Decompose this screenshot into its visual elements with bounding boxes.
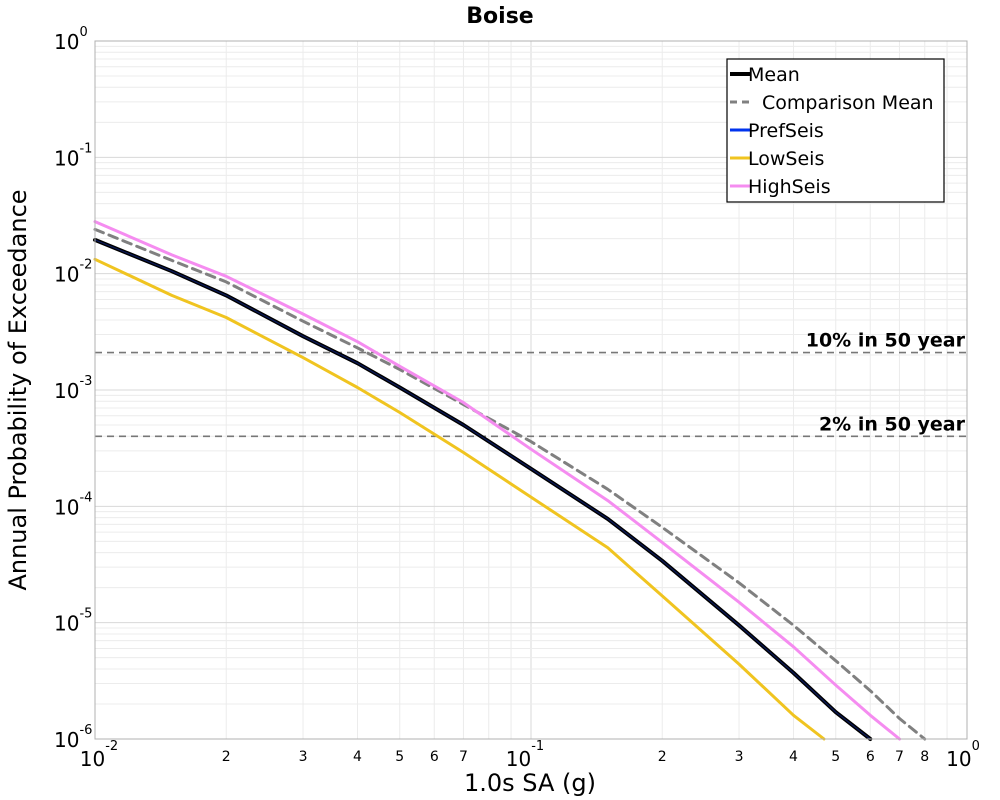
x-minor-tick-label: 2 [222, 749, 231, 765]
legend-box [726, 58, 945, 203]
series-line-comparison-mean [93, 227, 927, 741]
x-minor-tick-label: 7 [459, 749, 468, 765]
x-minor-tick-label: 5 [395, 749, 404, 765]
x-minor-tick-label: 4 [789, 749, 798, 765]
legend-label: LowSeis [748, 148, 824, 170]
legend-label: Mean [748, 64, 800, 86]
series-line-mean [93, 237, 873, 741]
y-tick-label: 10-6 [54, 723, 92, 752]
x-minor-tick-label: 2 [658, 749, 667, 765]
reference-line-label: 2% in 50 year [819, 413, 966, 435]
y-tick-label: 10-5 [54, 607, 92, 636]
x-tick-label: 10-1 [506, 739, 544, 771]
y-axis-ticks: 100 10-1 10-2 10-3 10-4 10-5 10-6 [54, 25, 92, 752]
x-minor-tick-label: 6 [866, 749, 875, 765]
chart-title: Boise [466, 4, 533, 29]
y-tick-label: 10-4 [54, 490, 92, 519]
x-tick-label: 10-2 [80, 739, 118, 771]
x-minor-tick-label: 3 [299, 749, 308, 765]
series-line-mean-core [94, 239, 871, 740]
legend: Mean Comparison Mean PrefSeis LowSeis HighSe… [726, 58, 945, 203]
y-axis-label: Annual Probability of Exceedance [4, 189, 32, 590]
x-minor-tick-label: 7 [895, 749, 904, 765]
x-minor-tick-label: 5 [831, 749, 840, 765]
series-line-prefseis [93, 238, 872, 741]
x-minor-tick-label: 8 [920, 749, 929, 765]
x-axis-label: 1.0s SA (g) [464, 769, 596, 797]
x-tick-label: 100 [946, 739, 980, 771]
y-tick-label: 10-2 [54, 258, 92, 287]
series-line-highseis [93, 220, 901, 741]
y-tick-label: 10-1 [54, 141, 92, 170]
series-lines [93, 220, 927, 741]
plot-frame [94, 40, 968, 740]
x-minor-tick-label: 4 [353, 749, 362, 765]
legend-label: HighSeis [748, 176, 831, 198]
series-line-lowseis [93, 257, 826, 741]
legend-label: PrefSeis [748, 120, 824, 142]
reference-line-label: 10% in 50 year [806, 330, 966, 352]
x-minor-tick-label: 6 [430, 749, 439, 765]
reference-lines: 10% in 50 year 2% in 50 year [95, 330, 967, 438]
y-tick-label: 10-3 [54, 374, 92, 403]
y-tick-label: 100 [54, 25, 88, 54]
x-minor-tick-label: 3 [735, 749, 744, 765]
legend-label: Comparison Mean [762, 92, 934, 114]
